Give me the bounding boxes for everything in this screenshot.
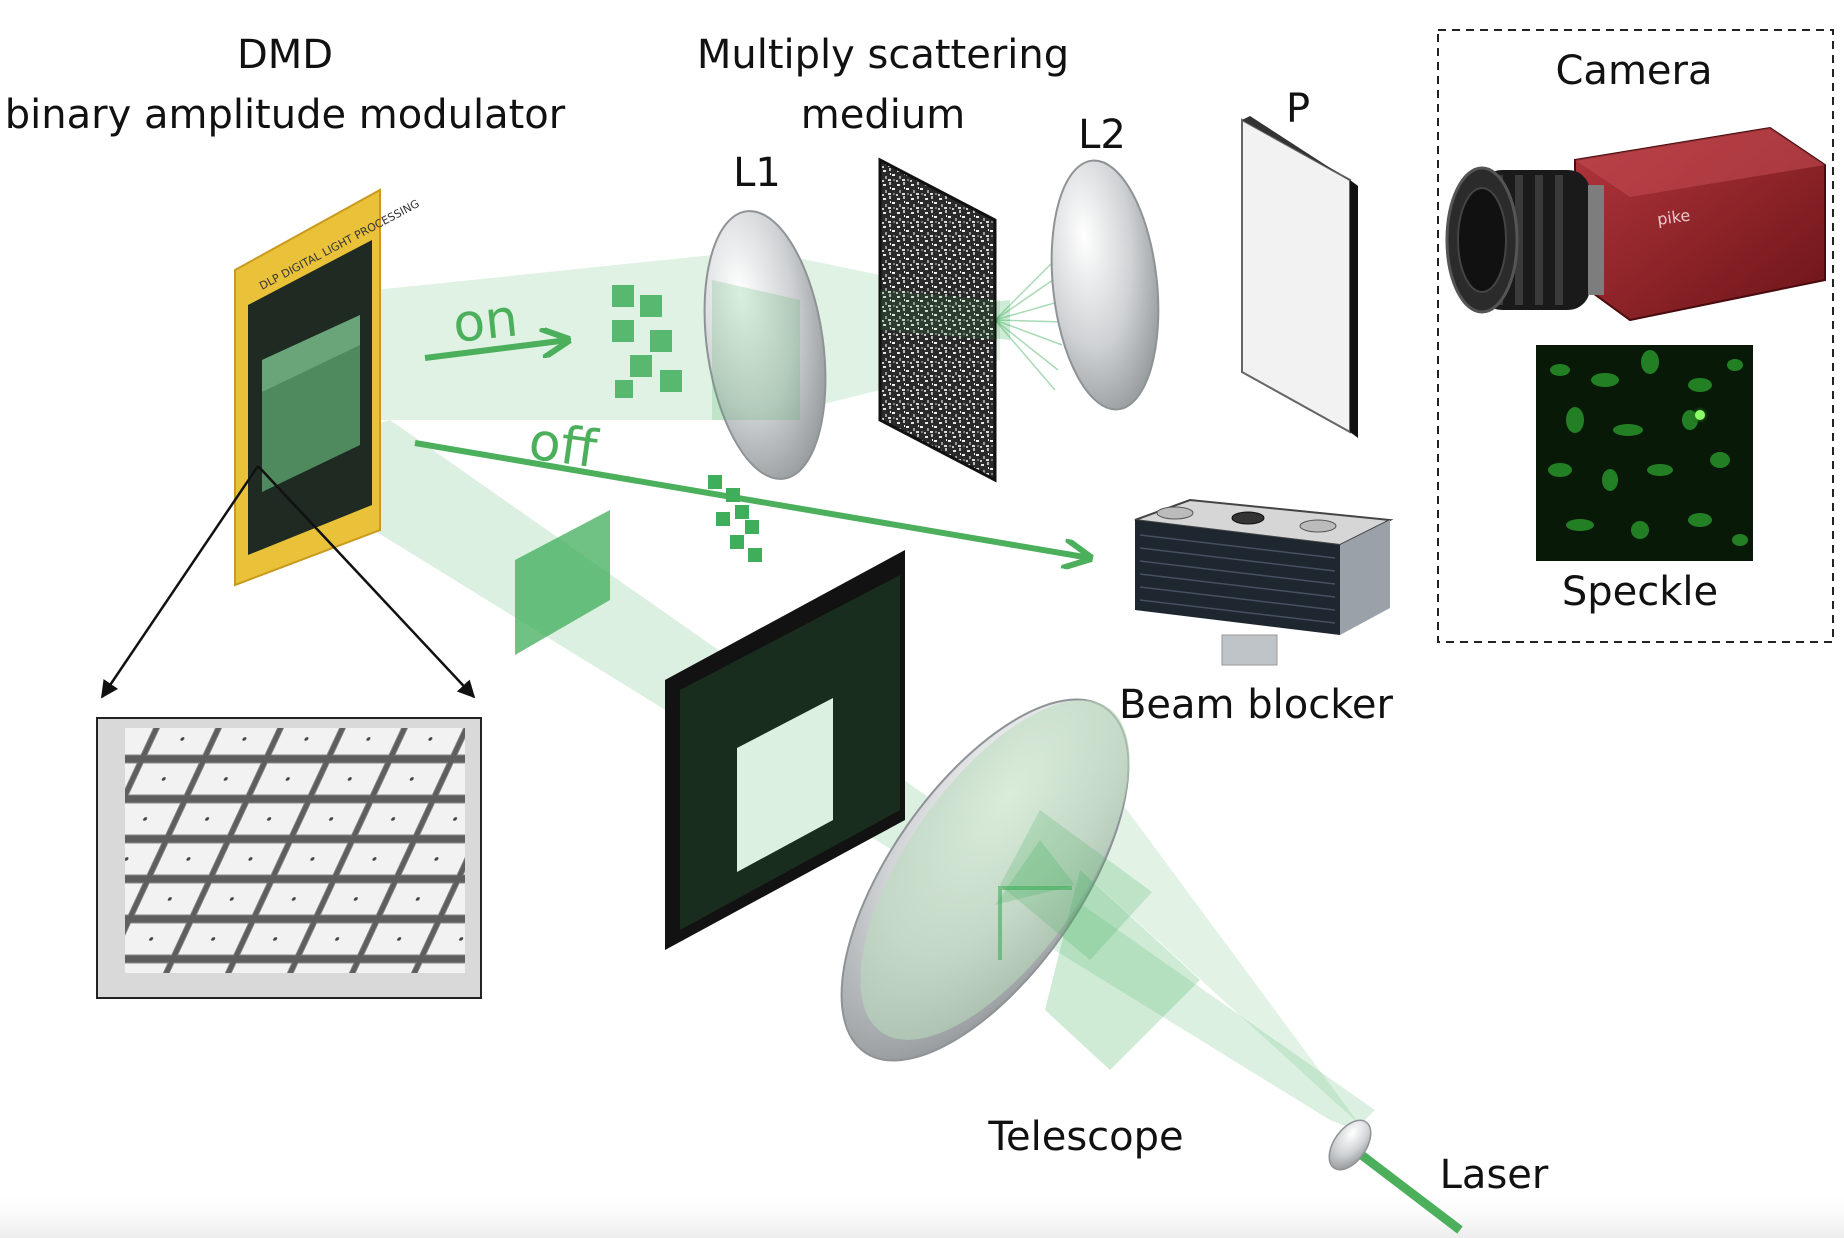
on-label: on [450, 288, 521, 354]
laser-label: Laser [1440, 1152, 1549, 1198]
camera-panel-border [1437, 29, 1834, 643]
beam-blocker [1134, 498, 1394, 666]
medium-subtitle: medium [801, 92, 965, 138]
on-beam [375, 250, 1000, 420]
l1-label: L1 [733, 150, 781, 196]
beam-cross-section [515, 510, 610, 655]
speckle-label: Speckle [1562, 569, 1718, 615]
scattering-medium [878, 157, 997, 483]
beam-blocker-label: Beam blocker [1119, 682, 1394, 728]
bottom-fade [0, 1190, 1844, 1238]
dmd-title: DMD [237, 32, 333, 78]
camera-label: Camera [1556, 48, 1713, 94]
speckle-image [1536, 345, 1753, 561]
l2-label: L2 [1078, 112, 1126, 158]
inset-arrow-left [100, 465, 260, 699]
off-pattern [708, 475, 762, 562]
lens-l2 [1050, 159, 1160, 411]
micromirror-inset [96, 717, 482, 999]
scattered-rays [994, 254, 1066, 391]
aperture-plate [665, 550, 905, 950]
on-arrow [424, 340, 568, 361]
off-label: off [525, 411, 601, 480]
inset-arrow-right [257, 465, 476, 699]
telescope-label: Telescope [987, 1114, 1183, 1160]
laser-source [1328, 1119, 1463, 1234]
on-pattern [612, 285, 682, 398]
off-arrow [414, 440, 1090, 558]
dmd-subtitle: binary amplitude modulator [5, 92, 566, 138]
polarizer-plate [1241, 116, 1358, 438]
camera-illustration: pike [1445, 126, 1826, 322]
telescope-lens [840, 698, 1200, 1070]
camera-brand: pike [1656, 206, 1691, 229]
medium-title: Multiply scattering [697, 32, 1069, 78]
lens-l1 [703, 210, 827, 480]
p-label: P [1286, 86, 1310, 132]
